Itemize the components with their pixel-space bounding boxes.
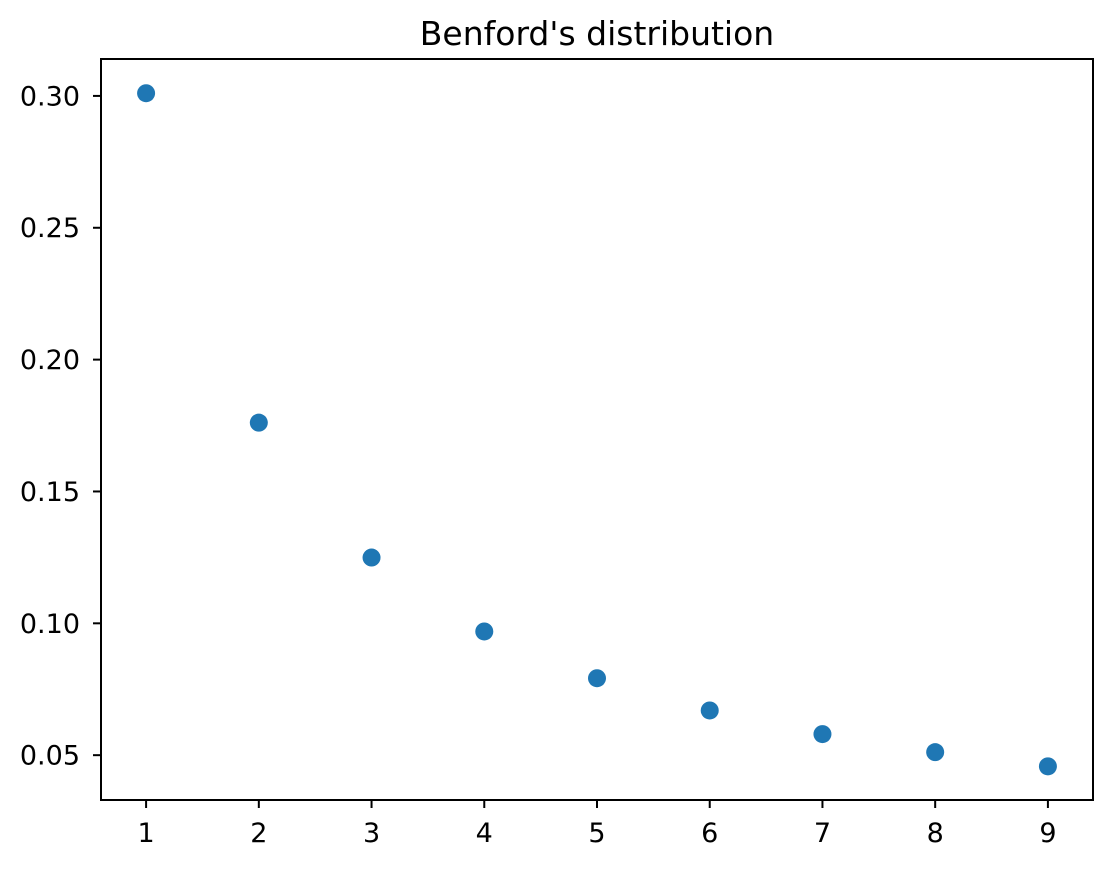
y-axis: 0.05 0.10 0.15 0.20 0.25 0.30 [20,81,101,772]
chart-title: Benford's distribution [420,14,774,53]
x-tick-label: 9 [1039,818,1056,849]
x-tick-label: 2 [250,818,267,849]
y-tick-label: 0.05 [20,741,80,772]
data-point [137,84,156,103]
data-points [137,84,1057,776]
x-tick-label: 4 [476,818,493,849]
x-tick-label: 7 [814,818,831,849]
data-point [1038,757,1057,776]
data-point [700,701,719,720]
data-point [813,725,832,744]
x-tick-label: 6 [701,818,718,849]
data-point [362,548,381,567]
x-axis: 1 2 3 4 5 6 7 8 9 [137,800,1057,849]
plot-area-frame [100,58,1094,801]
data-point [926,743,945,762]
x-tick-label: 1 [137,818,154,849]
y-tick-label: 0.30 [20,81,80,112]
data-point [249,413,268,432]
x-tick-label: 8 [927,818,944,849]
x-tick-label: 5 [588,818,605,849]
data-point [475,622,494,641]
y-tick-label: 0.25 [20,213,80,244]
y-tick-label: 0.10 [20,609,80,640]
y-tick-label: 0.15 [20,477,80,508]
x-tick-label: 3 [363,818,380,849]
y-tick-label: 0.20 [20,345,80,376]
data-point [588,669,606,688]
